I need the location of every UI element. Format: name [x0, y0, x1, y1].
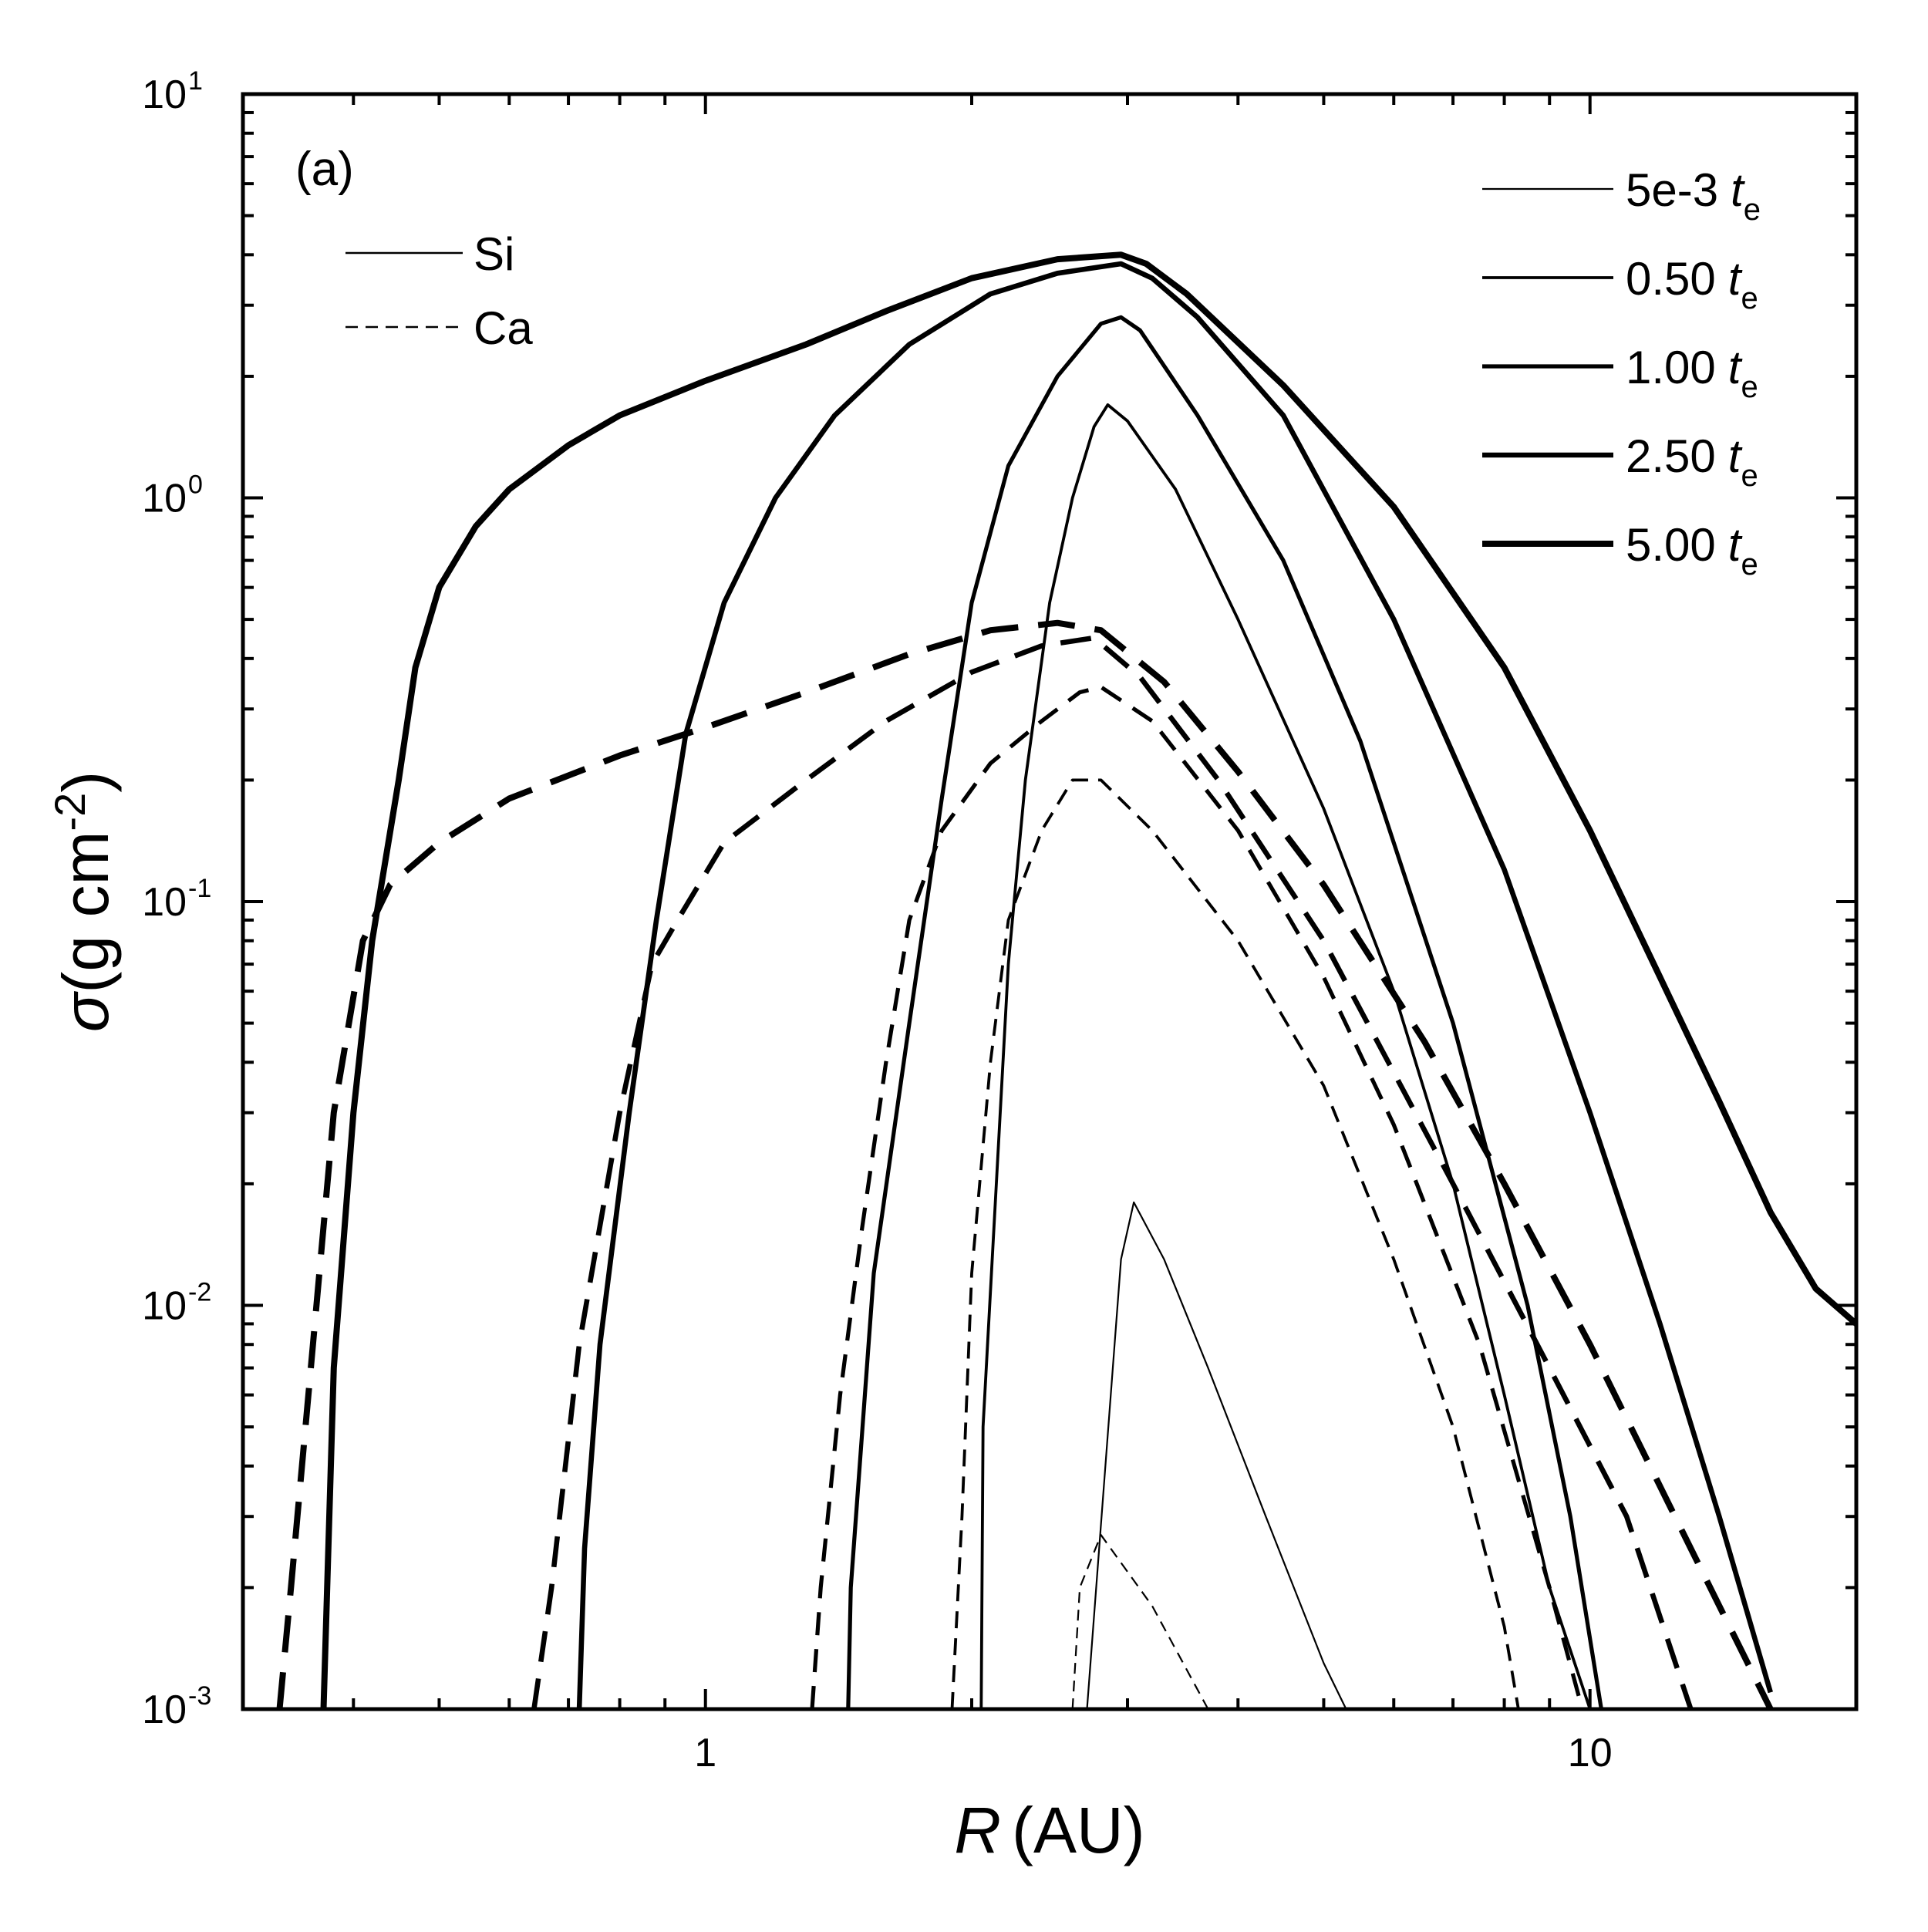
series-si-1_00 [846, 315, 1603, 1710]
y-tick-label-exponent: -1 [188, 874, 211, 903]
legend-time-value: 2.50 [1626, 430, 1716, 482]
legend-times: 5e-3 te0.50 te1.00 te2.50 te5.00 te [1482, 164, 1761, 582]
legend-time-unit: t [1728, 430, 1743, 482]
legend-label-time: 5e-3 te [1626, 164, 1761, 227]
y-tick-label-exponent: -3 [188, 1681, 211, 1711]
legend-time-value: 0.50 [1626, 253, 1716, 305]
y-axis-unit-post: ) [49, 771, 122, 793]
y-axis-unit-sup: -2 [46, 793, 94, 831]
legend-time-unit-sub: e [1741, 459, 1758, 493]
y-tick-label: 10 [142, 1284, 187, 1329]
y-axis-unit-pre: (g cm [49, 831, 122, 993]
legend-time-unit-sub: e [1741, 548, 1758, 582]
series-si-5em3 [1086, 1201, 1347, 1710]
legend-species: Si Ca [345, 228, 533, 354]
legend-time-unit: t [1728, 342, 1743, 393]
x-axis-unit: (AU) [1012, 1794, 1145, 1866]
legend-time-value: 1.00 [1626, 342, 1716, 393]
y-tick-label: 10 [142, 1688, 187, 1732]
legend-label-time: 1.00 te [1626, 342, 1758, 404]
legend-time-unit: t [1731, 164, 1745, 216]
legend-time-unit: t [1728, 519, 1743, 571]
y-tick-label-exponent: 0 [188, 470, 203, 500]
legend-label-si: Si [474, 228, 514, 280]
legend-label-time: 2.50 te [1626, 430, 1758, 493]
legend-time-value: 5.00 [1626, 519, 1716, 571]
series-ca-5em3 [1071, 1534, 1209, 1710]
series-ca-1_00 [810, 685, 1585, 1710]
legend-label-ca: Ca [474, 302, 533, 354]
x-axis-title: R (AU) [954, 1794, 1144, 1866]
legend-time-unit: t [1728, 253, 1743, 305]
legend-time-unit-sub: e [1741, 370, 1758, 404]
y-tick-label: 10 [142, 72, 187, 117]
legend-time-unit-sub: e [1741, 282, 1758, 315]
legend-time-unit-sub: e [1744, 193, 1761, 227]
panel-label: (a) [295, 143, 354, 196]
legend-label-time: 0.50 te [1626, 253, 1758, 315]
legend-time-value: 5e-3 [1626, 164, 1718, 216]
y-axis-symbol: σ [49, 990, 122, 1032]
series-ca-5_00 [276, 619, 1774, 1711]
y-tick-label-exponent: -2 [188, 1278, 211, 1307]
legend-label-time: 5.00 te [1626, 519, 1758, 582]
series-si-5_00 [320, 251, 1859, 1710]
x-tick-label: 10 [1568, 1731, 1613, 1775]
curves-layer [276, 251, 1859, 1711]
plot-frame [241, 92, 1859, 1711]
y-tick-label-exponent: 1 [188, 66, 203, 96]
x-tick-label: 1 [694, 1731, 716, 1775]
series-ca-0_50 [950, 778, 1520, 1710]
y-tick-label: 10 [142, 477, 187, 521]
x-axis-symbol: R [954, 1794, 1001, 1866]
series-si-0_50 [979, 403, 1592, 1710]
series-ca-2_50 [531, 635, 1694, 1711]
y-tick-label: 10 [142, 880, 187, 925]
y-axis-title: σ(g cm-2) [46, 771, 122, 1032]
series-si-2_50 [576, 261, 1773, 1710]
